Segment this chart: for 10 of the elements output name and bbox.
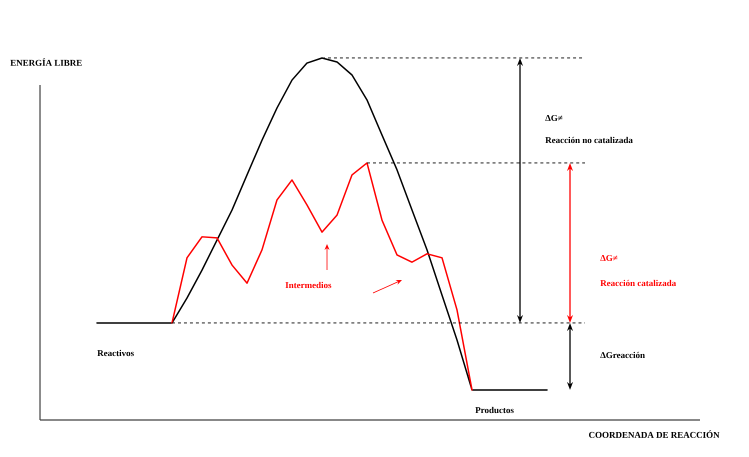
annotation: Intermedios <box>286 282 332 288</box>
annotation: Reacción no catalizada <box>545 136 633 144</box>
text: ΔG≠ <box>600 254 618 262</box>
annotation: ΔG≠ <box>545 114 562 122</box>
text: Reacción catalizada <box>600 280 676 286</box>
annotation: Productos <box>475 406 514 414</box>
annotation: Reactivos <box>97 350 134 356</box>
x-axis-title: COORDENADA DE REACCIÓN <box>589 430 720 438</box>
y-axis-title: ENERGÍA LIBRE <box>10 58 82 66</box>
text: ΔGreacción <box>600 352 645 358</box>
